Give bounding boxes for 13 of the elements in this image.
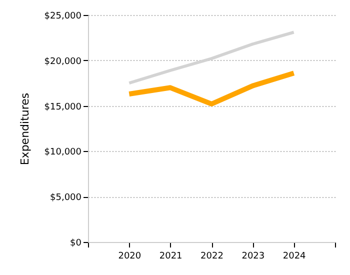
x-tick-label: 2023 <box>242 252 265 262</box>
y-tick-label: $10,000 <box>44 148 82 158</box>
y-tick-label: $25,000 <box>44 12 82 22</box>
y-tick-label: $5,000 <box>50 193 82 204</box>
x-tick-label: 2022 <box>200 252 224 262</box>
x-tick-label: 2021 <box>159 252 182 262</box>
line-series <box>128 30 296 85</box>
y-axis-title: Expenditures <box>18 92 32 166</box>
x-tick-label: 2024 <box>282 252 306 262</box>
y-tick-label: $15,000 <box>44 102 82 112</box>
y-tick-label: $20,000 <box>44 56 82 67</box>
y-tick-label: $0 <box>70 238 82 248</box>
x-tick-label: 2020 <box>118 252 142 262</box>
